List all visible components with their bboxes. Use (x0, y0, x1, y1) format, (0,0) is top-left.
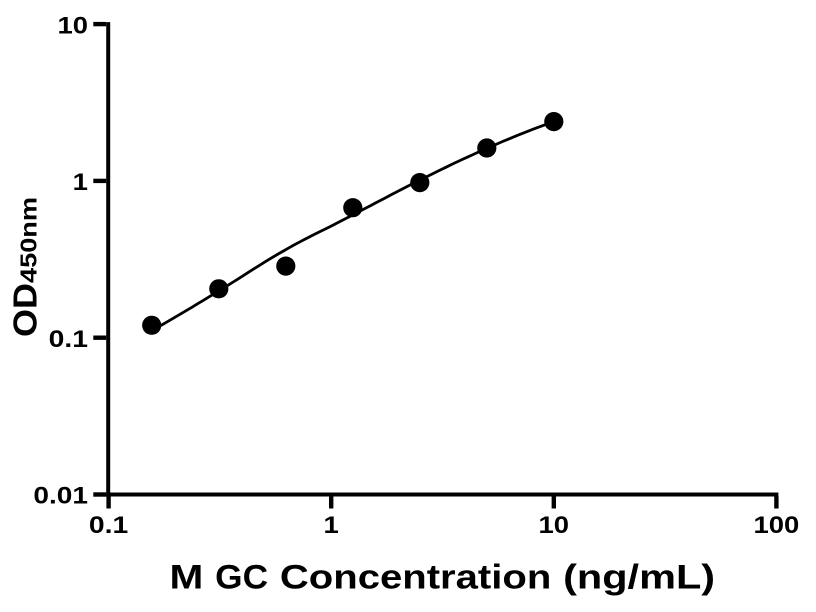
svg-text:0.1: 0.1 (49, 326, 88, 353)
svg-text:100: 100 (754, 512, 800, 539)
svg-text:1: 1 (324, 512, 339, 539)
svg-text:10: 10 (58, 12, 89, 39)
svg-text:10: 10 (539, 512, 570, 539)
svg-text:0.1: 0.1 (89, 512, 128, 539)
svg-text:0.01: 0.01 (33, 483, 88, 510)
svg-text:1: 1 (73, 169, 88, 196)
svg-text:OD450nm: OD450nm (7, 197, 44, 337)
